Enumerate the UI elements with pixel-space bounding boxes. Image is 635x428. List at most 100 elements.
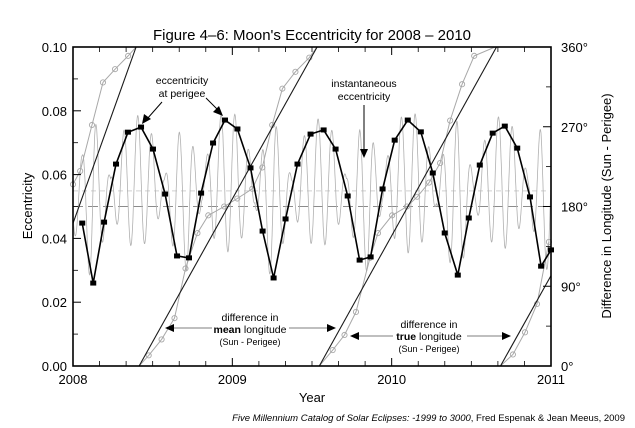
circle-marker-icon [279,85,286,92]
chart-title: Figure 4–6: Moon's Eccentricity for 2008… [153,27,471,44]
square-marker-icon [79,220,86,226]
svg-text:at perigee: at perigee [159,88,206,100]
square-marker-icon [222,117,229,123]
svg-text:instantaneous: instantaneous [331,78,396,90]
square-marker-icon [465,215,472,221]
square-marker-icon [320,127,327,133]
square-marker-icon [489,130,496,136]
y-tick-label: 0.08 [42,104,67,119]
x-axis-label: Year [299,390,326,405]
circle-marker-icon [352,308,360,315]
svg-text:eccentricity: eccentricity [156,75,209,87]
circle-marker-icon [171,315,178,322]
mean-longitude-series [72,46,552,367]
perigee-line [81,118,552,284]
circle-marker-icon [414,193,421,200]
square-marker-icon [185,255,192,261]
square-marker-icon [307,131,314,137]
x-tick-label: 2010 [377,372,406,387]
annotation-true-longitude: difference in true longitude (Sun - Peri… [350,319,511,354]
true-longitude-line [500,241,550,367]
circle-marker-icon [521,329,529,336]
square-marker-icon [429,170,436,176]
circle-marker-icon [112,66,119,73]
x-tick-label: 2008 [59,372,88,387]
square-marker-icon [356,257,363,263]
circle-marker-icon [99,79,107,86]
arrow-head-icon [502,332,511,340]
circle-marker-icon [447,117,454,124]
square-marker-icon [344,193,351,199]
svg-text:mean longitude: mean longitude [214,324,287,336]
square-marker-icon [138,124,145,130]
square-marker-icon [417,129,424,135]
instantaneous-eccentricity-series [72,113,552,276]
y-tick-label: 0.00 [42,359,67,374]
y2-tick-label: 180° [561,200,588,215]
perigee-eccentricity-series [79,117,554,286]
annotation-perigee: eccentricity at perigee [142,75,223,124]
mean-longitude-line [72,46,137,224]
y-axis-label: Eccentricity [20,172,35,239]
y2-tick-label: 90° [561,279,581,294]
x-tick-label: 2009 [218,372,247,387]
circle-marker-icon [389,212,396,219]
mean-longitude-line [500,275,552,367]
circle-marker-icon [471,52,478,59]
square-marker-icon [149,146,156,152]
square-marker-icon [367,254,374,260]
circle-marker-icon [194,230,201,237]
svg-text:eccentricity: eccentricity [338,91,391,103]
circle-marker-icon [426,179,433,186]
square-marker-icon [441,230,448,236]
annotation-instantaneous: instantaneous eccentricity [331,78,397,158]
square-marker-icon [174,253,181,259]
circle-marker-icon [182,265,189,272]
circle-marker-icon [292,68,299,75]
true-longitude-line [72,46,137,185]
square-marker-icon [90,280,97,286]
y2-tick-label: 360° [561,40,588,55]
y-tick-label: 0.04 [42,231,67,246]
circle-marker-icon [509,351,516,358]
square-marker-icon [234,126,241,132]
arrow-head-icon [350,332,359,340]
arrow-head-icon [213,106,223,116]
y2-tick-label: 0° [561,359,573,374]
square-marker-icon [454,272,461,278]
circle-marker-icon [259,164,266,171]
circle-marker-icon [77,168,84,175]
y2-tick-label: 270° [561,120,588,135]
square-marker-icon [404,117,411,123]
square-marker-icon [259,228,266,234]
square-marker-icon [162,191,169,197]
square-marker-icon [514,145,521,151]
circle-marker-icon [205,212,212,219]
square-marker-icon [124,129,131,135]
circle-marker-icon [234,195,241,202]
square-marker-icon [332,146,339,152]
circle-marker-icon [158,336,165,343]
svg-text:difference in: difference in [400,319,457,331]
square-marker-icon [101,219,108,225]
svg-text:difference in: difference in [221,312,278,324]
mean-longitude-line [138,46,318,367]
y-tick-label: 0.06 [42,168,67,183]
arrow-head-icon [327,324,336,332]
svg-text:(Sun - Perigee): (Sun - Perigee) [219,337,280,347]
instantaneous-line [72,113,552,276]
circle-marker-icon [459,81,466,88]
square-marker-icon [270,275,277,281]
arrow-head-icon [360,149,368,158]
square-marker-icon [113,161,120,167]
y-tick-label: 0.10 [42,40,67,55]
square-marker-icon [526,194,533,200]
svg-text:(Sun - Perigee): (Sun - Perigee) [398,344,459,354]
square-marker-icon [379,186,386,192]
true-longitude-series [69,46,552,367]
credit-line: Five Millennium Catalog of Solar Eclipse… [232,413,625,424]
square-marker-icon [282,216,289,222]
y2-axis-label: Difference in Longitude (Sun - Perigee) [599,93,614,318]
svg-text:true longitude: true longitude [396,331,462,343]
